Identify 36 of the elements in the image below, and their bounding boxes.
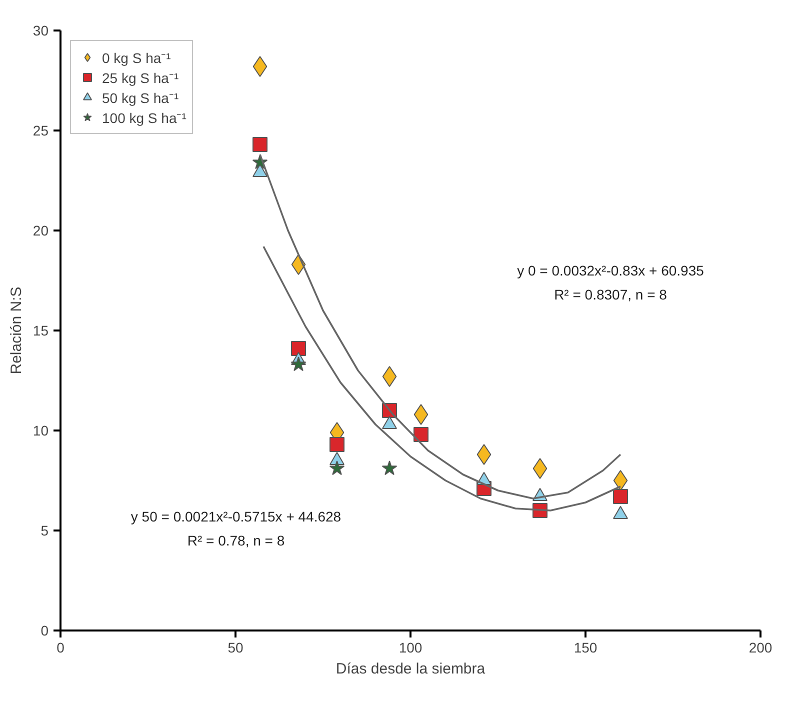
legend-label: 25 kg S ha⁻¹ xyxy=(102,68,179,86)
x-axis-title: Días desde la siembra xyxy=(336,660,486,678)
legend-label: 50 kg S ha⁻¹ xyxy=(102,88,179,106)
annotation: R² = 0.78, n = 8 xyxy=(187,532,285,548)
point xyxy=(532,458,548,479)
point xyxy=(290,356,306,372)
y-tick-label: 30 xyxy=(32,22,49,38)
x-tick-label: 100 xyxy=(398,640,422,656)
x-tick-label: 0 xyxy=(56,640,65,656)
y-tick-label: 25 xyxy=(32,122,49,138)
point xyxy=(252,56,268,77)
point xyxy=(382,366,397,387)
legend-label: 0 kg S ha⁻¹ xyxy=(102,48,171,66)
point xyxy=(414,427,428,442)
y-tick-label: 5 xyxy=(40,522,49,538)
point xyxy=(476,444,492,465)
x-tick-label: 50 xyxy=(228,640,244,656)
point xyxy=(613,489,628,504)
annotation: R² = 0.8307, n = 8 xyxy=(554,286,668,302)
y-tick-label: 0 xyxy=(40,622,49,638)
point xyxy=(291,341,306,356)
x-tick-label: 150 xyxy=(574,640,598,656)
annotation: y 0 = 0.0032x²-0.83x + 60.935 xyxy=(517,262,704,278)
y-tick-label: 10 xyxy=(32,422,49,438)
y-tick-label: 15 xyxy=(32,322,49,338)
point xyxy=(329,460,345,476)
y-axis-title: Relación N:S xyxy=(8,286,25,374)
point xyxy=(252,137,268,152)
legend-label: 100 kg S ha⁻¹ xyxy=(102,108,186,126)
y-tick-label: 20 xyxy=(32,222,49,238)
point xyxy=(382,460,398,476)
annotation: y 50 = 0.0021x²-0.5715x + 44.628 xyxy=(130,508,342,524)
point xyxy=(613,470,628,491)
point xyxy=(330,437,344,452)
point xyxy=(414,404,428,425)
x-tick-label: 200 xyxy=(748,640,772,656)
